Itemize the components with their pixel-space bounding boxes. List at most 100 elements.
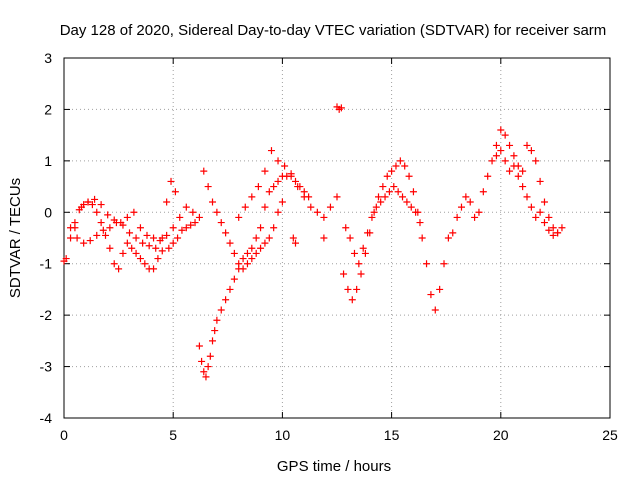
data-point-marker — [167, 177, 175, 185]
data-point-marker — [471, 213, 479, 221]
data-point-marker — [182, 224, 190, 232]
data-point-marker — [267, 147, 275, 155]
data-point-marker — [101, 231, 109, 239]
data-point-marker — [379, 183, 387, 191]
data-point-marker — [423, 260, 431, 268]
data-point-marker — [86, 237, 94, 245]
data-point-marker — [348, 296, 356, 304]
data-point-marker — [519, 167, 527, 175]
data-point-marker — [217, 306, 225, 314]
plot-frame — [63, 57, 611, 419]
data-point-marker — [289, 234, 297, 242]
data-point-marker — [540, 219, 548, 227]
data-point-marker — [248, 255, 256, 263]
data-series — [289, 103, 345, 247]
data-point-marker — [93, 231, 101, 239]
data-point-marker — [204, 363, 212, 371]
data-point-marker — [497, 147, 505, 155]
data-point-marker — [506, 167, 514, 175]
data-point-marker — [139, 239, 147, 247]
data-series — [235, 147, 341, 221]
y-tick-label: -1 — [40, 256, 53, 272]
x-axis-label: GPS time / hours — [277, 458, 391, 475]
data-point-marker — [377, 198, 385, 206]
data-point-marker — [355, 260, 363, 268]
data-point-marker — [300, 193, 308, 201]
data-point-marker — [230, 275, 238, 283]
x-tick-label: 10 — [275, 427, 291, 443]
data-point-marker — [554, 229, 562, 237]
data-point-marker — [270, 224, 278, 232]
data-point-marker — [226, 239, 234, 247]
data-point-marker — [350, 249, 358, 257]
data-point-marker — [67, 234, 75, 242]
data-point-marker — [209, 198, 217, 206]
data-point-marker — [115, 265, 123, 273]
data-point-marker — [381, 193, 389, 201]
data-point-marker — [106, 224, 114, 232]
data-point-marker — [427, 291, 435, 299]
data-point-marker — [307, 203, 315, 211]
chart-title: Day 128 of 2020, Sidereal Day-to-day VTE… — [60, 22, 607, 39]
data-point-marker — [110, 260, 118, 268]
data-point-marker — [506, 141, 514, 149]
data-point-marker — [213, 316, 221, 324]
data-point-marker — [156, 237, 164, 245]
data-point-marker — [326, 203, 334, 211]
data-point-marker — [136, 255, 144, 263]
x-tick-label: 20 — [493, 427, 509, 443]
data-point-marker — [492, 152, 500, 160]
data-point-marker — [195, 213, 203, 221]
data-point-marker — [145, 242, 153, 250]
data-point-marker — [514, 172, 522, 180]
data-point-marker — [361, 249, 369, 257]
data-point-marker — [479, 188, 487, 196]
data-point-marker — [265, 234, 273, 242]
data-point-marker — [257, 224, 265, 232]
y-tick-label: -2 — [40, 307, 53, 323]
data-point-marker — [527, 203, 535, 211]
data-series — [60, 177, 179, 273]
data-point-marker — [217, 219, 225, 227]
data-point-marker — [374, 193, 382, 201]
data-point-marker — [320, 234, 328, 242]
data-point-marker — [150, 265, 158, 273]
y-tick-label: 0 — [44, 204, 52, 220]
data-point-marker — [182, 203, 190, 211]
data-point-marker — [198, 357, 206, 365]
data-point-marker — [294, 183, 302, 191]
data-point-marker — [444, 234, 452, 242]
data-point-marker — [143, 231, 151, 239]
data-point-marker — [501, 131, 509, 139]
data-point-marker — [274, 177, 282, 185]
data-point-marker — [281, 162, 289, 170]
data-point-marker — [71, 219, 79, 227]
data-point-marker — [409, 188, 417, 196]
data-point-marker — [549, 224, 557, 232]
data-point-marker — [97, 201, 105, 209]
data-point-marker — [449, 229, 457, 237]
data-point-marker — [150, 234, 158, 242]
data-point-marker — [104, 211, 112, 219]
data-point-marker — [519, 183, 527, 191]
data-point-marker — [158, 247, 166, 255]
data-point-marker — [523, 193, 531, 201]
data-point-marker — [136, 224, 144, 232]
data-point-marker — [132, 234, 140, 242]
x-tick-label: 15 — [384, 427, 400, 443]
data-series — [340, 157, 452, 314]
data-point-marker — [189, 208, 197, 216]
data-point-marker — [200, 167, 208, 175]
data-point-marker — [532, 157, 540, 165]
data-point-marker — [545, 226, 553, 234]
data-point-marker — [163, 198, 171, 206]
data-point-marker — [252, 234, 260, 242]
data-point-marker — [106, 244, 114, 252]
y-axis-label: SDTVAR / TECUs — [7, 178, 24, 298]
data-point-marker — [126, 229, 134, 237]
data-point-marker — [132, 249, 140, 257]
data-point-marker — [128, 244, 136, 252]
data-point-marker — [209, 337, 217, 345]
data-point-marker — [372, 203, 380, 211]
